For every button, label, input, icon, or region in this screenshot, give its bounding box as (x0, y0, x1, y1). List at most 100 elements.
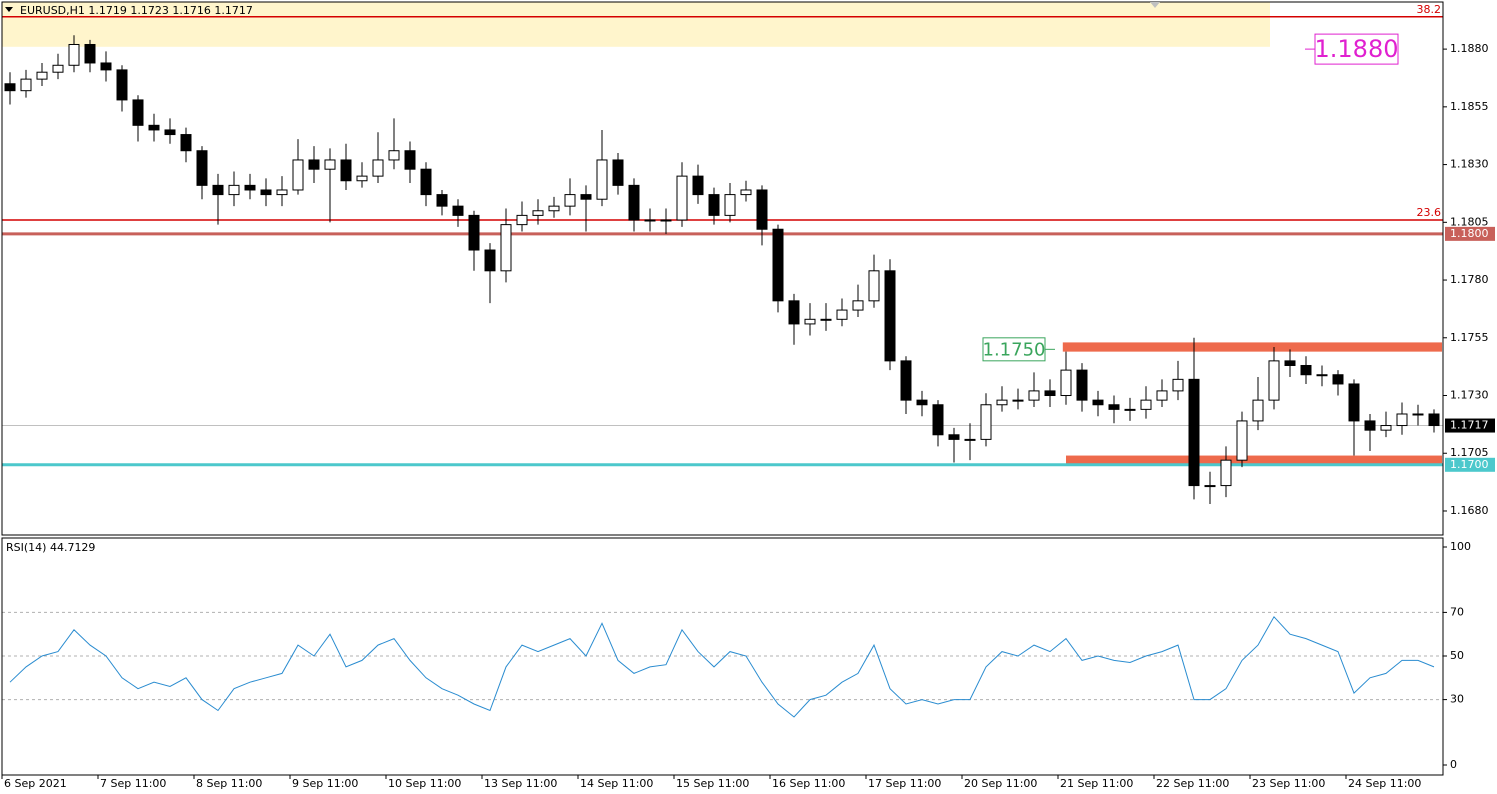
candle-body (548, 205, 560, 212)
fib-label: 23.6 (1417, 206, 1442, 219)
x-tick-label: 10 Sep 11:00 (388, 777, 461, 790)
candle-body (1124, 408, 1136, 411)
candle-body (996, 399, 1008, 406)
x-tick-label: 6 Sep 2021 (4, 777, 67, 790)
candle-body (1076, 369, 1088, 401)
candle-body (1284, 360, 1296, 366)
y-tick-label: 1.1880 (1450, 42, 1489, 55)
candle-body (116, 69, 128, 101)
level-label: 1.1800 (1450, 227, 1489, 240)
candle-body (1012, 399, 1024, 402)
candle-body (500, 224, 512, 272)
candle-body (308, 159, 320, 170)
candle-body (1220, 459, 1232, 487)
candle-body (756, 189, 768, 230)
y-tick-label: 1.1780 (1450, 273, 1489, 286)
y-tick-label: 1.1705 (1450, 446, 1489, 459)
candle-body (180, 134, 192, 152)
candle-body (340, 159, 352, 182)
candle-body (1396, 413, 1408, 427)
candle-body (868, 270, 880, 302)
y-tick-label: 70 (1450, 605, 1464, 618)
annotation-label: 1.1750 (983, 339, 1046, 360)
candle-body (836, 309, 848, 320)
candle-body (1364, 420, 1376, 431)
candle-body (1156, 390, 1168, 401)
y-tick-label: 1.1805 (1450, 215, 1489, 228)
candle-body (1092, 399, 1104, 406)
y-tick-label: 1.1730 (1450, 389, 1489, 402)
candle-body (452, 205, 464, 216)
y-tick-label: 1.1830 (1450, 158, 1489, 171)
level-label: 1.1700 (1450, 458, 1489, 471)
candle-body (1044, 390, 1056, 397)
candle-body (612, 159, 624, 186)
x-tick-label: 17 Sep 11:00 (868, 777, 941, 790)
x-tick-label: 16 Sep 11:00 (772, 777, 845, 790)
y-tick-label: 50 (1450, 649, 1464, 662)
annotation-box (982, 337, 1046, 362)
candle-body (1428, 413, 1440, 427)
candle-body (724, 194, 736, 216)
candle-body (644, 219, 656, 222)
candle-body (324, 159, 336, 170)
x-tick-label: 7 Sep 11:00 (100, 777, 166, 790)
candle-body (660, 219, 672, 222)
candle-body (292, 159, 304, 191)
candle-body (772, 228, 784, 302)
candle-body (596, 159, 608, 200)
candle-body (948, 434, 960, 440)
candle-body (244, 184, 256, 191)
x-tick-label: 23 Sep 11:00 (1252, 777, 1325, 790)
candle-body (36, 71, 48, 80)
candle-body (52, 64, 64, 73)
shift-marker (1150, 2, 1160, 8)
candle-body (1188, 378, 1200, 487)
candle-body (564, 194, 576, 207)
level-tag (1445, 457, 1495, 472)
candle-body (532, 210, 544, 216)
overlay: 38.2 23.6 1.1800 1.1700 1.1717 1.1880 1.1855 1.… (1, 3, 1495, 790)
level-tag (1445, 226, 1495, 241)
candle-body (820, 318, 832, 321)
candle-body (484, 249, 496, 272)
zone (1066, 455, 1442, 465)
candle-body (580, 194, 592, 200)
y-tick-label: 30 (1450, 693, 1464, 706)
x-tick-label: 22 Sep 11:00 (1156, 777, 1229, 790)
price-panel (2, 2, 1443, 505)
candle-body (980, 404, 992, 440)
x-tick-label: 21 Sep 11:00 (1060, 777, 1133, 790)
candle-body (788, 300, 800, 325)
candle-body (1204, 485, 1216, 488)
candle-body (676, 175, 688, 221)
menu-arrow[interactable] (5, 7, 13, 12)
candle-body (100, 62, 112, 71)
annotation-label: 1.1880 (1315, 35, 1399, 63)
candle-body (68, 43, 80, 66)
candle-body (884, 270, 896, 362)
candle-body (916, 399, 928, 406)
price-frame (1, 1, 1444, 536)
candle-body (1108, 404, 1120, 410)
candle-body (276, 189, 288, 196)
rsi-line (9, 615, 1435, 718)
candle-body (516, 214, 528, 226)
x-tick-label: 15 Sep 11:00 (676, 777, 749, 790)
candle-body (900, 360, 912, 401)
chart-title: EURUSD,H1 1.1719 1.1723 1.1716 1.1717 (20, 4, 253, 17)
candle-body (692, 175, 704, 196)
zone (2, 2, 1270, 47)
fib-label: 38.2 (1417, 3, 1442, 16)
candle-body (132, 99, 144, 126)
candle-body (436, 194, 448, 207)
x-tick-label: 24 Sep 11:00 (1348, 777, 1421, 790)
candle-body (1060, 369, 1072, 397)
candle-body (1332, 374, 1344, 385)
candle-body (84, 43, 96, 64)
candle-body (20, 78, 32, 92)
x-tick-label: 8 Sep 11:00 (196, 777, 262, 790)
candle-body (628, 184, 640, 221)
candle-body (404, 150, 416, 170)
